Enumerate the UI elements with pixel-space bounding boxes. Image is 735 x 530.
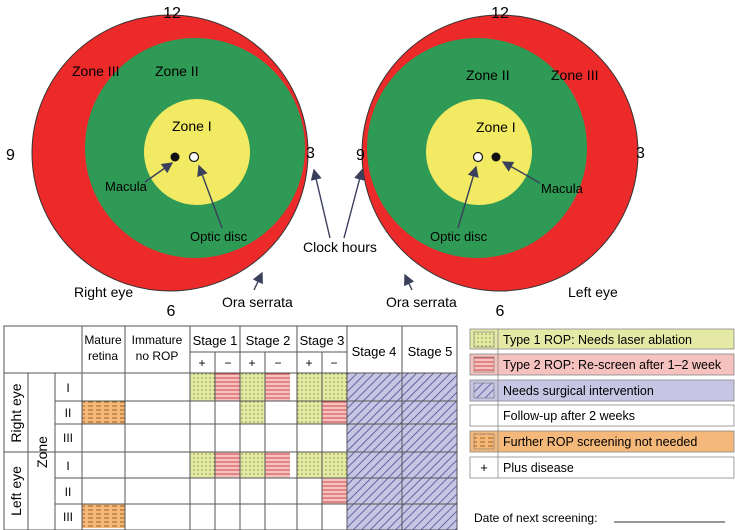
row-zone-3-left: III <box>63 510 73 524</box>
stage2-minus: − <box>274 356 281 370</box>
left-clock-12: 12 <box>491 5 509 22</box>
left-eye-diagram: 12 9 3 6 Zone II Zone III Zone I Macula … <box>356 5 645 320</box>
left-optic-disc-dot <box>472 151 484 163</box>
stage1-minus: − <box>224 356 231 370</box>
col-stage3: Stage 3 <box>300 333 345 348</box>
right-ora-serrata-label: Ora serrata <box>222 294 293 310</box>
row-zone-2-right: II <box>65 406 72 420</box>
row-zone-3-right: III <box>63 431 73 445</box>
right-macula-label: Macula <box>105 179 148 194</box>
col-immature-line2: no ROP <box>136 349 179 363</box>
next-screening-label: Date of next screening: <box>474 511 597 525</box>
right-optic-disc-label: Optic disc <box>190 229 248 244</box>
legend-plus-disease: Plus disease <box>503 461 574 475</box>
legend-surgical: Needs surgical intervention <box>503 384 654 398</box>
stage3-plus: + <box>305 356 312 370</box>
right-eye-diagram: 12 9 3 6 Zone III Zone II Zone I Macula … <box>6 5 315 320</box>
rop-table: Mature retina Immature no ROP Stage 1 St… <box>3 325 458 530</box>
clock-hours-annotation: Clock hours <box>303 168 377 255</box>
mature-retina-zone3-left <box>82 504 125 528</box>
row-zone-1-right: I <box>66 381 69 395</box>
right-clock-12: 12 <box>163 5 181 22</box>
right-clock-3: 3 <box>306 145 315 162</box>
left-zone2-label: Zone II <box>466 67 510 83</box>
col-immature-line1: Immature <box>132 333 183 347</box>
col-stage4: Stage 4 <box>352 344 397 359</box>
clock-hours-label: Clock hours <box>303 239 377 255</box>
legend-type1: Type 1 ROP: Needs laser ablation <box>503 333 692 347</box>
row-left-eye: Left eye <box>8 466 24 516</box>
col-mature-line2: retina <box>88 349 118 363</box>
right-eye-label: Right eye <box>74 284 133 300</box>
left-clock-3: 3 <box>636 145 645 162</box>
left-clock-9: 9 <box>356 147 365 164</box>
stage1-plus: + <box>198 356 205 370</box>
right-clock-6: 6 <box>167 303 176 320</box>
col-stage2: Stage 2 <box>246 333 291 348</box>
legend-follow-up: Follow-up after 2 weeks <box>503 409 635 423</box>
left-macula-label: Macula <box>541 181 584 196</box>
row-zone-2-left: II <box>65 485 72 499</box>
left-clock-6: 6 <box>496 303 505 320</box>
right-clock-9: 9 <box>6 147 15 164</box>
right-zone1-label: Zone I <box>172 118 212 134</box>
left-zone1-label: Zone I <box>476 119 516 135</box>
col-stage1: Stage 1 <box>193 333 238 348</box>
left-eye-label: Left eye <box>568 284 618 300</box>
legend-plus-symbol: + <box>480 460 488 475</box>
legend-no-screening: Further ROP screening not needed <box>503 435 697 449</box>
left-ora-serrata-label: Ora serrata <box>386 294 457 310</box>
left-macula-dot <box>491 152 501 162</box>
col-mature-line1: Mature <box>84 333 122 347</box>
legend: Type 1 ROP: Needs laser ablation Type 2 … <box>469 328 735 525</box>
left-optic-disc-label: Optic disc <box>430 229 488 244</box>
row-right-eye: Right eye <box>8 383 24 442</box>
legend-type2: Type 2 ROP: Re-screen after 1–2 week <box>503 358 722 372</box>
row-zone-1-left: I <box>66 459 69 473</box>
right-macula-dot <box>170 152 180 162</box>
stage2-plus: + <box>248 356 255 370</box>
right-zone2-label: Zone II <box>155 63 199 79</box>
col-stage5: Stage 5 <box>408 344 453 359</box>
right-zone3-label: Zone III <box>72 63 119 79</box>
stage3-minus: − <box>330 356 337 370</box>
row-zone-label: Zone <box>34 436 50 468</box>
mature-retina-zone3-right <box>82 401 125 424</box>
left-zone3-label: Zone III <box>551 67 598 83</box>
right-optic-disc-dot <box>188 151 200 163</box>
